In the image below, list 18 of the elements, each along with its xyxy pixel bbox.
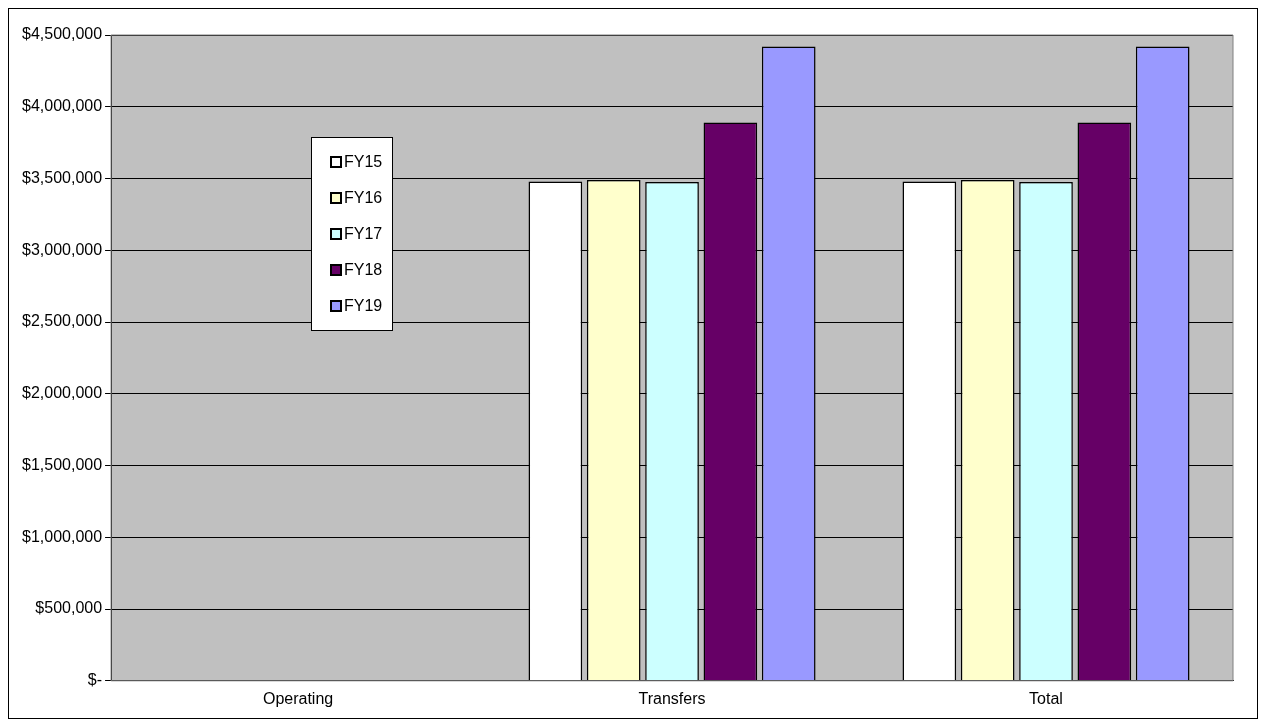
y-tick-label: $2,500,000 bbox=[22, 312, 103, 330]
y-tick-label: $- bbox=[87, 671, 103, 689]
y-tick-label: $3,000,000 bbox=[22, 240, 103, 258]
x-tick-label: Transfers bbox=[638, 689, 706, 707]
legend-label: FY18 bbox=[344, 260, 383, 280]
y-tick-label: $4,000,000 bbox=[22, 97, 103, 115]
legend-label: FY19 bbox=[344, 296, 383, 316]
y-tick-label: $4,500,000 bbox=[22, 25, 103, 43]
y-tick-label: $1,500,000 bbox=[22, 455, 103, 473]
legend-label: FY17 bbox=[344, 224, 383, 244]
legend-label: FY16 bbox=[344, 188, 383, 208]
y-tick-label: $2,000,000 bbox=[22, 384, 103, 402]
y-tick-label: $3,500,000 bbox=[22, 168, 103, 186]
legend-label: FY15 bbox=[344, 152, 383, 172]
y-tick-label: $500,000 bbox=[35, 599, 103, 617]
x-tick-label: Total bbox=[1029, 689, 1063, 707]
x-tick-label: Operating bbox=[262, 689, 334, 707]
y-tick-label: $1,000,000 bbox=[22, 527, 103, 545]
